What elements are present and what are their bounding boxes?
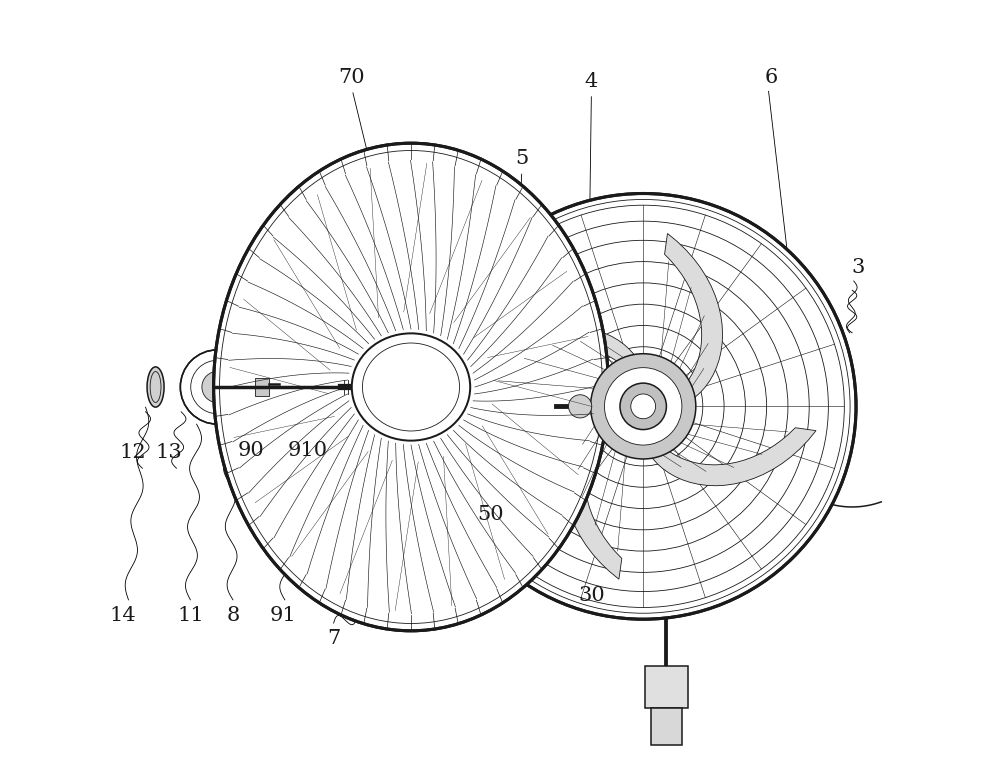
Text: 90: 90: [237, 441, 264, 460]
Text: 5: 5: [515, 149, 528, 168]
Ellipse shape: [147, 367, 164, 407]
Bar: [651, 708, 682, 745]
Text: 91: 91: [270, 606, 297, 625]
Text: 12: 12: [119, 444, 146, 462]
Bar: [645, 666, 688, 708]
Polygon shape: [665, 234, 723, 397]
Circle shape: [430, 194, 856, 619]
Circle shape: [568, 395, 592, 418]
Circle shape: [265, 365, 309, 409]
Polygon shape: [470, 327, 634, 385]
Ellipse shape: [352, 334, 470, 440]
Text: 50: 50: [477, 505, 504, 524]
Text: 14: 14: [110, 606, 136, 625]
Circle shape: [180, 350, 255, 424]
Text: 13: 13: [155, 444, 182, 462]
Text: 8: 8: [226, 606, 240, 625]
Circle shape: [591, 354, 696, 459]
Circle shape: [229, 328, 346, 446]
Text: 4: 4: [585, 72, 598, 91]
Polygon shape: [652, 428, 816, 486]
Circle shape: [604, 368, 682, 445]
Text: 3: 3: [852, 258, 865, 276]
Text: 11: 11: [177, 606, 204, 625]
Text: 910: 910: [288, 441, 328, 460]
Bar: [255, 378, 269, 396]
Text: 6: 6: [764, 68, 778, 87]
Polygon shape: [564, 416, 622, 579]
Circle shape: [631, 394, 656, 419]
Text: 30: 30: [578, 587, 605, 605]
Circle shape: [202, 372, 233, 402]
Text: 7: 7: [327, 629, 340, 648]
Circle shape: [233, 333, 341, 441]
Circle shape: [620, 383, 666, 430]
Ellipse shape: [214, 143, 608, 631]
Text: 70: 70: [338, 68, 365, 87]
